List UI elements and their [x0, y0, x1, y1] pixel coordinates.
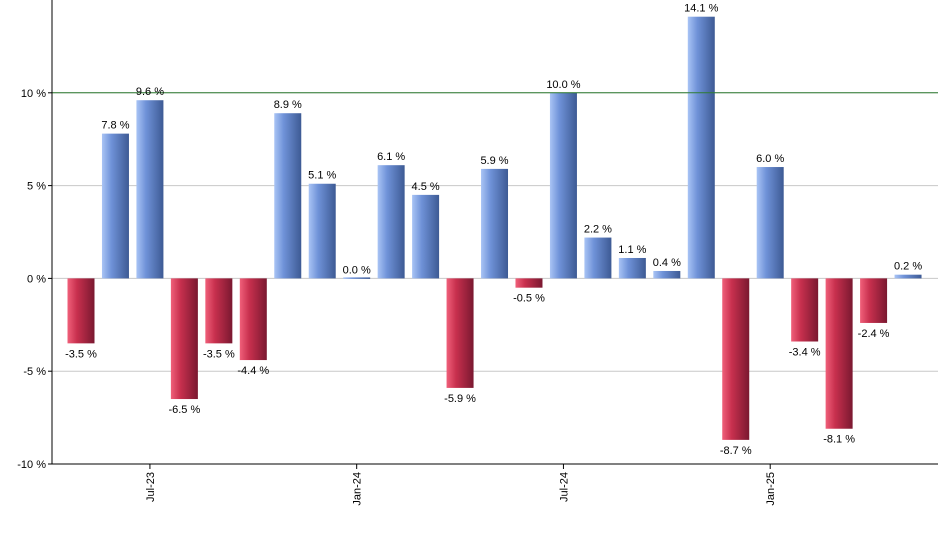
data-label: -3.5 %	[65, 348, 97, 360]
data-label: 5.1 %	[308, 170, 336, 182]
data-label: 6.1 %	[377, 151, 405, 163]
data-label: 0.4 %	[653, 257, 681, 269]
bar	[860, 278, 888, 323]
data-label: -3.5 %	[203, 348, 235, 360]
y-tick-label: -5 %	[23, 366, 46, 378]
x-tick-label: Jan-24	[352, 472, 364, 506]
data-label: 0.2 %	[894, 261, 922, 273]
bar	[481, 168, 509, 279]
axes	[48, 0, 938, 469]
data-label: 4.5 %	[412, 181, 440, 193]
data-label: -8.1 %	[823, 434, 855, 446]
bar	[722, 278, 750, 440]
bar	[756, 167, 784, 279]
x-tick-label: Jul-23	[145, 472, 157, 502]
y-tick-labels: -10 % -5 % 0 % 5 % 10 %	[17, 88, 46, 471]
x-tick-label: Jan-25	[765, 472, 777, 506]
y-tick-label: 10 %	[21, 88, 46, 100]
data-label: 2.2 %	[584, 224, 612, 236]
data-label: 10.0 %	[546, 79, 580, 91]
bar	[377, 165, 405, 279]
bar	[446, 278, 474, 388]
bar	[67, 278, 95, 344]
bar	[825, 278, 853, 429]
bar	[170, 278, 198, 400]
data-label: -0.5 %	[513, 293, 545, 305]
data-label: 0.0 %	[343, 264, 371, 276]
data-label: -5.9 %	[444, 393, 476, 405]
bar	[205, 278, 233, 344]
y-tick-label: -10 %	[17, 459, 46, 471]
bar	[584, 237, 612, 279]
data-label: 1.1 %	[618, 244, 646, 256]
data-labels: -3.5 %7.8 %9.6 %-6.5 %-3.5 %-4.4 %8.9 %5…	[65, 3, 922, 457]
data-label: 7.8 %	[101, 120, 129, 132]
data-label: 9.6 %	[136, 86, 164, 98]
data-label: 6.0 %	[756, 153, 784, 165]
bar	[549, 92, 577, 279]
data-label: 14.1 %	[684, 3, 718, 15]
x-tick-label: Jul-24	[558, 472, 570, 502]
bars	[67, 16, 922, 440]
bar	[687, 16, 715, 279]
bar	[653, 270, 681, 279]
data-label: -2.4 %	[858, 328, 890, 340]
data-label: -3.4 %	[789, 347, 821, 359]
data-label: 5.9 %	[480, 155, 508, 167]
bar	[308, 183, 336, 279]
bar	[136, 100, 164, 279]
data-label: -4.4 %	[237, 365, 269, 377]
bar	[412, 194, 440, 279]
bar	[101, 133, 129, 279]
bar	[894, 274, 922, 279]
bar	[515, 278, 543, 288]
bar	[274, 113, 302, 279]
data-label: 8.9 %	[274, 99, 302, 111]
data-label: -6.5 %	[168, 404, 200, 416]
x-tick-labels: Jul-23 Jan-24 Jul-24 Jan-25	[145, 472, 777, 506]
bar	[791, 278, 819, 342]
bar	[239, 278, 267, 361]
data-label: -8.7 %	[720, 445, 752, 457]
bar	[343, 277, 371, 279]
y-tick-label: 0 %	[27, 273, 46, 285]
bar	[618, 257, 646, 279]
y-tick-label: 5 %	[27, 181, 46, 193]
